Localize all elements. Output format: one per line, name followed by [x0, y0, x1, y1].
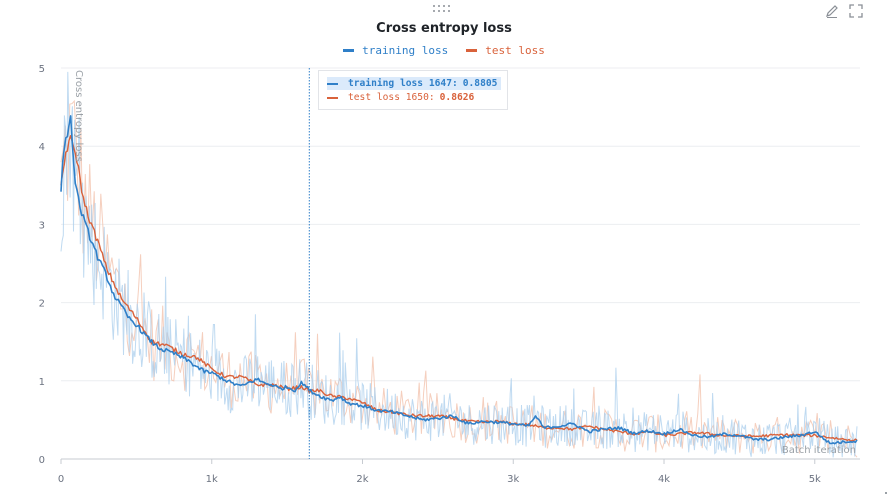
grid-lines	[61, 67, 860, 460]
legend-item-test[interactable]: test loss	[466, 44, 545, 57]
chart-title: Cross entropy loss	[376, 21, 512, 36]
hover-tooltip: training loss 1647: 0.8805 test loss 165…	[318, 70, 508, 110]
raw-series	[60, 71, 858, 458]
x-tick-label: 3k	[507, 474, 519, 485]
tooltip-row-training: training loss 1647: 0.8805	[327, 77, 502, 90]
x-axis-title: Batch iteration	[782, 445, 856, 456]
series-line-test[interactable]	[60, 135, 858, 442]
resize-handle-icon[interactable]	[885, 492, 887, 494]
panel-actions	[824, 3, 864, 19]
tooltip-value-training: 0.8805	[462, 78, 498, 89]
tooltip-label-test: test loss 1650:	[348, 92, 435, 103]
y-tick-label: 2	[39, 299, 45, 310]
pencil-icon[interactable]	[824, 3, 840, 19]
y-axis-title: Cross entropy loss	[73, 70, 84, 162]
x-tick-label: 5k	[809, 474, 821, 485]
x-tick-label: 2k	[356, 474, 368, 485]
series-line-training[interactable]	[60, 115, 858, 445]
legend-swatch-training	[343, 49, 355, 52]
tooltip-swatch-test	[327, 96, 338, 99]
y-tick-label: 0	[39, 455, 45, 466]
legend-item-training[interactable]: training loss	[343, 44, 448, 57]
x-tick-label: 1k	[206, 474, 218, 485]
expand-icon[interactable]	[848, 3, 864, 19]
legend-label-training: training loss	[362, 44, 449, 57]
raw-line-training	[60, 71, 858, 458]
y-tick-label: 3	[39, 220, 45, 231]
x-tick-label: 0	[58, 474, 64, 485]
tooltip-value-test: 0.8626	[439, 92, 475, 103]
drag-handle-icon[interactable]	[433, 5, 455, 15]
y-tick-label: 1	[39, 377, 45, 388]
legend-swatch-test	[466, 49, 478, 52]
tooltip-label-training: training loss 1647:	[348, 78, 458, 89]
smoothed-series	[60, 115, 858, 445]
legend-label-test: test loss	[485, 44, 545, 57]
y-tick-label: 4	[39, 142, 45, 153]
tooltip-row-test: test loss 1650: 0.8626	[327, 91, 474, 104]
raw-line-test	[60, 99, 858, 458]
tooltip-swatch-training	[327, 82, 338, 85]
x-tick-label: 4k	[658, 474, 670, 485]
axis-ticks: 0 1 2 3 4 5 0 1k 2k 3k 4k 5k	[39, 64, 821, 485]
chart-legend: training loss test loss	[0, 44, 888, 57]
y-tick-label: 5	[39, 64, 45, 75]
